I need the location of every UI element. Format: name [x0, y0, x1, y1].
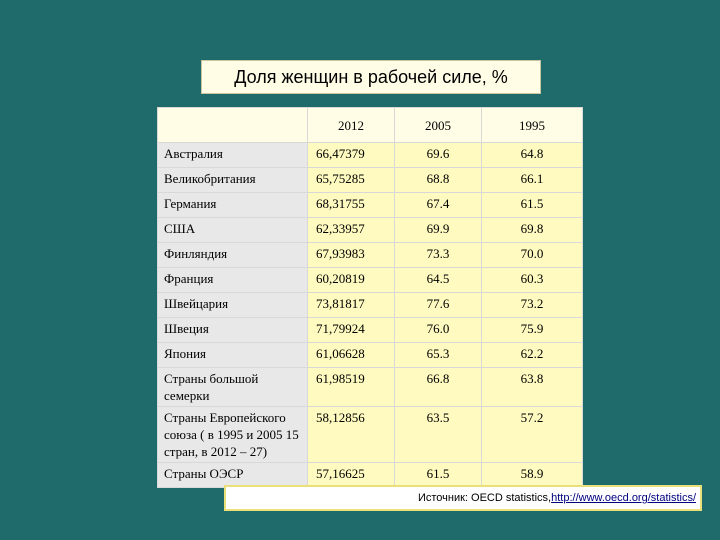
table-row: Германия 68,31755 67.4 61.5: [157, 192, 583, 218]
header-cell-1995: 1995: [481, 107, 583, 143]
value-cell-2012: 62,33957: [307, 217, 395, 243]
value-cell-1995: 58.9: [481, 462, 583, 488]
value-cell-1995: 66.1: [481, 167, 583, 193]
value-cell-1995: 57.2: [481, 406, 583, 463]
value-cell-1995: 62.2: [481, 342, 583, 368]
value-cell-2005: 64.5: [394, 267, 482, 293]
value-cell-2005: 77.6: [394, 292, 482, 318]
value-cell-2012: 58,12856: [307, 406, 395, 463]
value-cell-1995: 75.9: [481, 317, 583, 343]
table-row: Швейцария 73,81817 77.6 73.2: [157, 292, 583, 318]
country-cell: Франция: [157, 267, 308, 293]
table-row: Япония 61,06628 65.3 62.2: [157, 342, 583, 368]
country-cell: Швеция: [157, 317, 308, 343]
country-cell: Финляндия: [157, 242, 308, 268]
header-cell-2012: 2012: [307, 107, 395, 143]
value-cell-2012: 66,47379: [307, 142, 395, 168]
data-table-body: 2012 2005 1995 Австралия 66,47379 69.6 64.8…: [157, 107, 583, 488]
source-prefix: Источник: OECD statistics,: [417, 492, 552, 504]
country-cell: Великобритания: [157, 167, 308, 193]
value-cell-2005: 63.5: [394, 406, 482, 463]
value-cell-1995: 64.8: [481, 142, 583, 168]
table-row: Австралия 66,47379 69.6 64.8: [157, 142, 583, 168]
value-cell-1995: 69.8: [481, 217, 583, 243]
country-cell: США: [157, 217, 308, 243]
value-cell-2005: 66.8: [394, 367, 482, 407]
table-row: Великобритания 65,75285 68.8 66.1: [157, 167, 583, 193]
value-cell-2005: 67.4: [394, 192, 482, 218]
value-cell-2012: 65,75285: [307, 167, 395, 193]
value-cell-2012: 68,31755: [307, 192, 395, 218]
value-cell-2005: 65.3: [394, 342, 482, 368]
value-cell-2005: 68.8: [394, 167, 482, 193]
country-cell: Япония: [157, 342, 308, 368]
value-cell-2012: 61,06628: [307, 342, 395, 368]
value-cell-2005: 73.3: [394, 242, 482, 268]
country-cell: Страны большой семерки: [157, 367, 308, 407]
data-table: 2012 2005 1995 Австралия 66,47379 69.6 64.8…: [157, 107, 583, 488]
slide-title: Доля женщин в рабочей силе, %: [201, 60, 541, 94]
source-note: Источник: OECD statistics, http://www.oe…: [224, 485, 702, 511]
table-row: Финляндия 67,93983 73.3 70.0: [157, 242, 583, 268]
value-cell-2012: 71,79924: [307, 317, 395, 343]
table-row: Страны большой семерки 61,98519 66.8 63.8: [157, 367, 583, 407]
value-cell-2005: 69.6: [394, 142, 482, 168]
value-cell-1995: 61.5: [481, 192, 583, 218]
value-cell-1995: 73.2: [481, 292, 583, 318]
table-row: Швеция 71,79924 76.0 75.9: [157, 317, 583, 343]
value-cell-1995: 63.8: [481, 367, 583, 407]
slide-title-text: Доля женщин в рабочей силе, %: [234, 66, 508, 87]
country-cell: Швейцария: [157, 292, 308, 318]
table-row: Страны ОЭСР 57,16625 61.5 58.9: [157, 462, 583, 488]
value-cell-2012: 61,98519: [307, 367, 395, 407]
value-cell-2005: 76.0: [394, 317, 482, 343]
value-cell-2012: 60,20819: [307, 267, 395, 293]
country-cell: Страны ОЭСР: [157, 462, 308, 488]
table-header-row: 2012 2005 1995: [157, 107, 583, 143]
table-row: Страны Европейского союза ( в 1995 и 200…: [157, 406, 583, 463]
value-cell-2012: 57,16625: [307, 462, 395, 488]
country-cell: Австралия: [157, 142, 308, 168]
value-cell-2005: 69.9: [394, 217, 482, 243]
header-cell-2005: 2005: [394, 107, 482, 143]
value-cell-2012: 67,93983: [307, 242, 395, 268]
source-link[interactable]: http://www.oecd.org/statistics/: [551, 492, 696, 504]
table-row: Франция 60,20819 64.5 60.3: [157, 267, 583, 293]
header-cell-empty: [157, 107, 308, 143]
value-cell-1995: 60.3: [481, 267, 583, 293]
value-cell-2005: 61.5: [394, 462, 482, 488]
value-cell-2012: 73,81817: [307, 292, 395, 318]
country-cell: Германия: [157, 192, 308, 218]
table-row: США 62,33957 69.9 69.8: [157, 217, 583, 243]
country-cell: Страны Европейского союза ( в 1995 и 200…: [157, 406, 308, 463]
value-cell-1995: 70.0: [481, 242, 583, 268]
